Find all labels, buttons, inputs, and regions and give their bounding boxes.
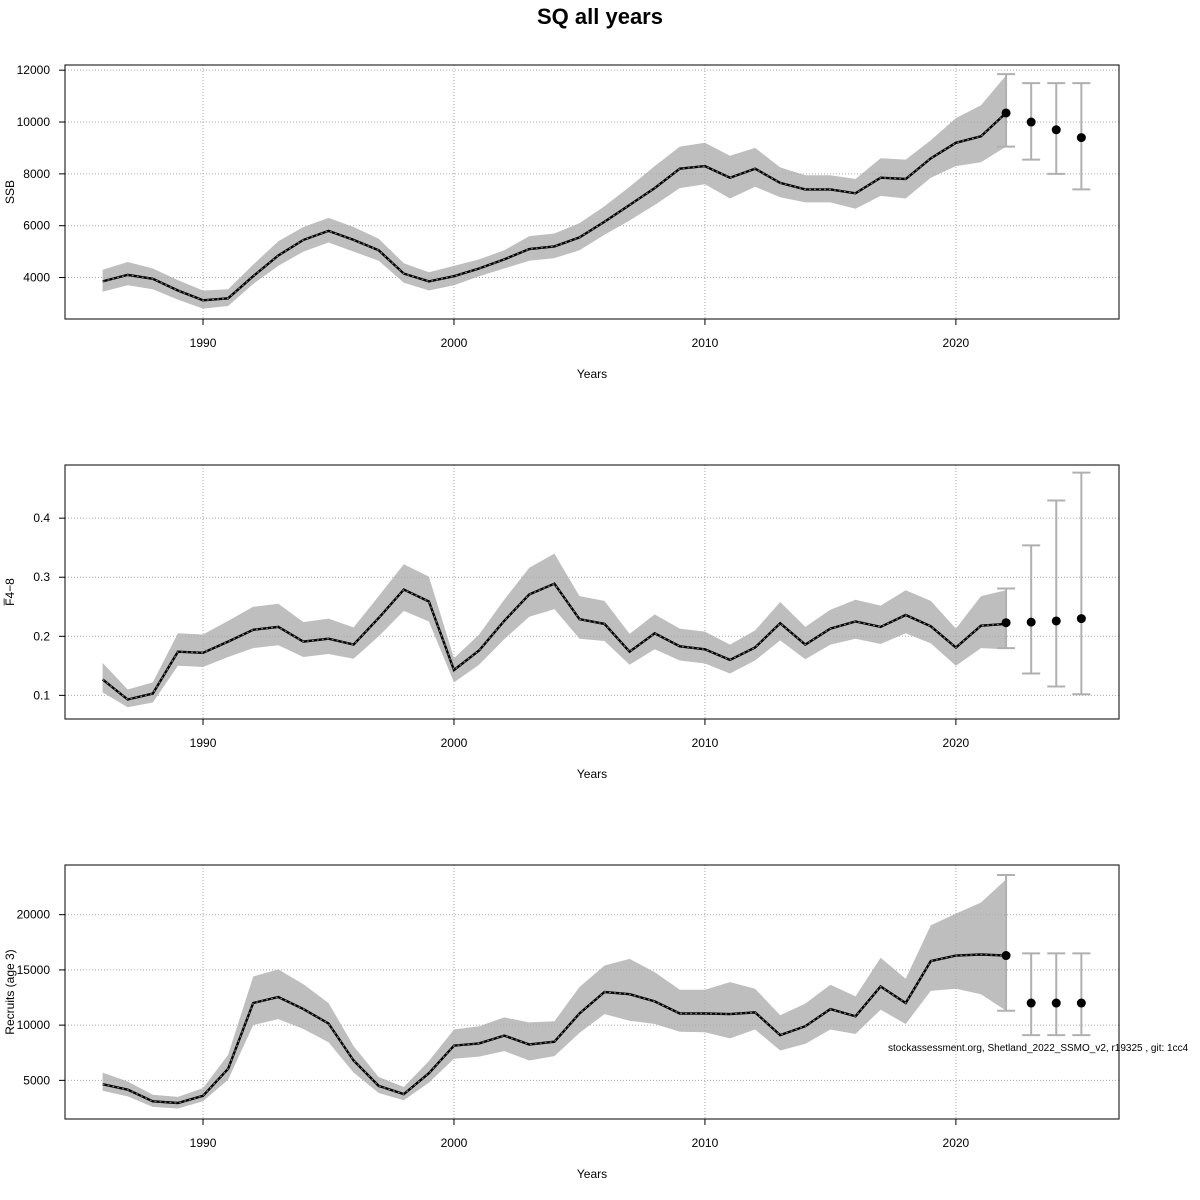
recruits-y-tick-label: 10000 [17,1018,51,1032]
ssb-y-tick-label: 12000 [17,63,51,77]
ssb-y-tick-label: 10000 [17,115,51,129]
fbar-forecast-point [1026,617,1036,627]
recruits-x-axis-title: Years [577,1167,607,1181]
fbar-plot-frame [64,464,1120,720]
recruits-x-tick-label: 2020 [943,1136,970,1150]
fbar-x-tick-label: 2020 [943,736,970,750]
ssb-y-axis-title: SSB [3,180,17,204]
fbar-x-tick-label: 2010 [692,736,719,750]
recruits-plot-frame [64,864,1120,1120]
ssb-x-tick-label: 1990 [190,336,217,350]
ssb-forecast-point [1001,108,1011,118]
panels: 1990 2000 2010 2020 4000 6000 8000 10000 12000 Ye… [3,63,1120,1181]
recruits-forecast-point [1076,998,1086,1008]
ssb-forecast-point [1051,125,1061,135]
fbar-confidence-band [102,553,1007,708]
panel-fbar: 1990 2000 2010 2020 0.1 0.2 0.3 0.4 Years F̅4−8 [3,464,1120,781]
ssb-x-tick-label: 2000 [441,336,468,350]
fbar-y-tick-label: 0.3 [33,570,50,584]
chart-title: SQ all years [537,4,663,29]
ssb-estimate-line [102,112,1007,302]
footnote: stockassessment.org, Shetland_2022_SSMO_… [888,1043,1189,1054]
ssb-y-tick-label: 8000 [23,167,50,181]
ssb-x-tick-label: 2010 [692,336,719,350]
ssb-forecast-point [1076,133,1086,143]
fbar-estimate-line [101,582,1007,701]
ssb-y-tick-label: 4000 [23,271,50,285]
fbar-forecast-point [1076,614,1086,624]
ssb-y-tick-label: 6000 [23,219,50,233]
recruits-forecast-point [1051,998,1061,1008]
recruits-y-axis-title: Recruits (age 3) [3,949,17,1034]
fbar-x-axis-title: Years [577,767,607,781]
ssb-plot-frame [64,64,1120,320]
fbar-x-tick-label: 2000 [441,736,468,750]
panel-ssb: 1990 2000 2010 2020 4000 6000 8000 10000 12000 Ye… [3,63,1120,381]
recruits-y-tick-label: 20000 [17,908,51,922]
ssb-estimate-line-dash [102,112,1007,301]
fbar-forecast-point [1051,616,1061,626]
panel-recruits: 1990 2000 2010 2020 5000 10000 15000 20000 Years… [3,864,1120,1181]
recruits-y-tick-label: 15000 [17,963,51,977]
ssb-confidence-band [102,75,1007,309]
recruits-x-tick-label: 2010 [692,1136,719,1150]
recruits-y-tick-label: 5000 [23,1073,50,1087]
fbar-y-tick-label: 0.1 [33,688,50,702]
recruits-estimate-line-dash [102,953,1007,1104]
fbar-forecast-point [1001,618,1011,628]
ssb-forecast-point [1026,117,1036,127]
recruits-confidence-band [102,879,1007,1109]
recruits-forecast-point [1026,998,1036,1008]
fbar-y-axis-title: F̅4−8 [3,578,17,606]
recruits-forecast-point [1001,951,1011,961]
fbar-y-tick-label: 0.4 [33,511,50,525]
fbar-x-tick-label: 1990 [190,736,217,750]
recruits-x-tick-label: 1990 [190,1136,217,1150]
fbar-y-tick-label: 0.2 [33,629,50,643]
ssb-x-tick-label: 2020 [943,336,970,350]
recruits-x-tick-label: 2000 [441,1136,468,1150]
ssb-x-axis-title: Years [577,367,607,381]
